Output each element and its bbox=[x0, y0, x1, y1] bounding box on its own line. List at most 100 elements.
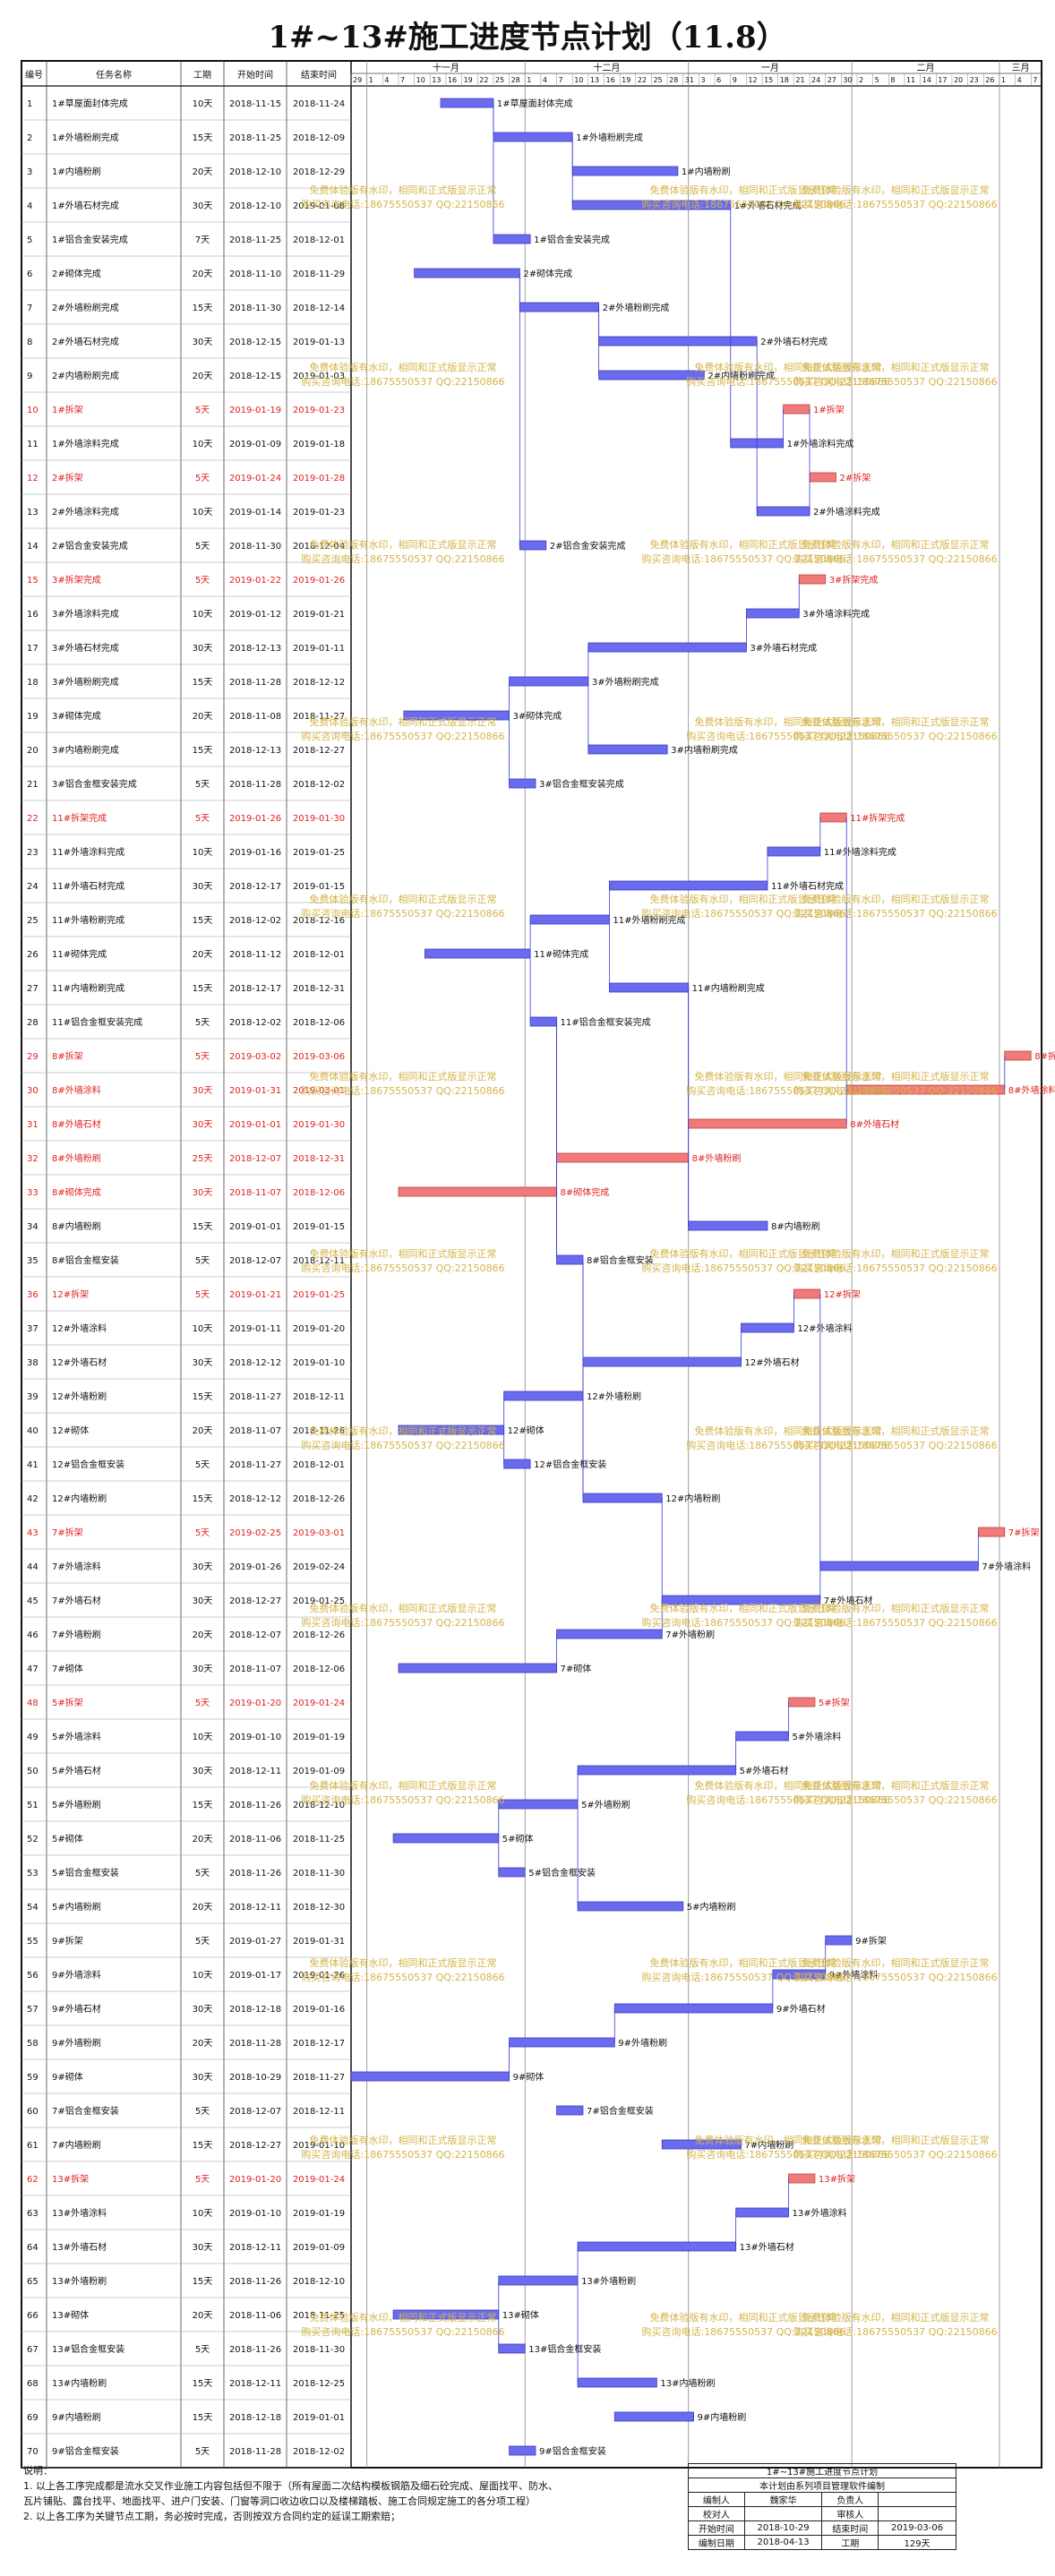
task-start: 2018-12-18 bbox=[229, 2005, 281, 2015]
task-duration: 10天 bbox=[193, 848, 213, 858]
bar-label: 5#铝合金框安装 bbox=[528, 1867, 596, 1879]
task-end: 2018-12-01 bbox=[293, 950, 345, 960]
task-duration: 5天 bbox=[195, 2345, 210, 2355]
task-duration: 30天 bbox=[193, 882, 213, 892]
watermark-line2: 购买咨询电话:18675550537 QQ:22150866 bbox=[301, 730, 504, 742]
task-duration: 20天 bbox=[193, 1426, 213, 1436]
watermark-line2: 购买咨询电话:18675550537 QQ:22150866 bbox=[793, 198, 997, 210]
gantt-bar bbox=[746, 608, 800, 619]
gantt-bar bbox=[977, 1527, 1006, 1537]
task-end: 2018-12-11 bbox=[293, 2107, 345, 2117]
task-start: 2018-11-28 bbox=[229, 678, 281, 688]
day-tick-label: 7 bbox=[400, 76, 405, 84]
day-tick-label: 17 bbox=[938, 76, 947, 84]
gantt-bar bbox=[503, 1391, 584, 1401]
gantt-bar bbox=[392, 1833, 500, 1844]
task-start: 2018-12-02 bbox=[229, 916, 281, 926]
task-id: 14 bbox=[27, 542, 39, 552]
task-duration: 5天 bbox=[195, 1869, 210, 1879]
watermark-line1: 免费体验版有水印，相同和正式版显示正常 bbox=[310, 1956, 497, 1969]
day-tick-label: 5 bbox=[875, 76, 879, 84]
gantt-bar bbox=[398, 1663, 557, 1673]
gantt-bar bbox=[582, 1356, 742, 1367]
task-start: 2018-11-06 bbox=[229, 2311, 281, 2321]
bar-label: 12#铝合金框安装 bbox=[534, 1459, 606, 1470]
watermark-line2: 购买咨询电话:18675550537 QQ:22150866 bbox=[793, 1971, 997, 1983]
task-name: 11#外墙涂料完成 bbox=[52, 846, 124, 858]
task-start: 2018-12-12 bbox=[229, 1358, 281, 1368]
day-tick-label: 13 bbox=[432, 76, 441, 84]
task-duration: 30天 bbox=[193, 2005, 213, 2015]
task-duration: 30天 bbox=[193, 1562, 213, 1572]
table-frame bbox=[21, 60, 1042, 2469]
watermark-line1: 免费体验版有水印，相同和正式版显示正常 bbox=[802, 1070, 990, 1083]
task-start: 2018-11-28 bbox=[229, 2039, 281, 2049]
bar-label: 1#外墙粉刷完成 bbox=[576, 132, 643, 143]
bar-label: 3#外墙涂料完成 bbox=[802, 608, 870, 620]
checker-label: 校对人 bbox=[688, 2506, 745, 2521]
bar-label: 1#铝合金安装完成 bbox=[534, 234, 610, 245]
bar-label: 12#内墙粉刷 bbox=[665, 1493, 720, 1504]
bar-label: 11#拆架完成 bbox=[850, 812, 905, 824]
task-start: 2018-12-12 bbox=[229, 1494, 281, 1504]
watermark-line2: 购买咨询电话:18675550537 QQ:22150866 bbox=[301, 552, 504, 565]
watermark-line2: 购买咨询电话:18675550537 QQ:22150866 bbox=[301, 1439, 504, 1451]
bar-label: 7#外墙石材 bbox=[824, 1595, 873, 1606]
task-start: 2018-11-28 bbox=[229, 2447, 281, 2457]
gantt-bar bbox=[440, 98, 494, 108]
gantt-bar bbox=[498, 1867, 526, 1878]
watermark-line2: 购买咨询电话:18675550537 QQ:22150866 bbox=[641, 1616, 845, 1629]
task-duration: 5天 bbox=[195, 1018, 210, 1028]
task-end: 2018-12-14 bbox=[293, 304, 345, 313]
task-duration: 20天 bbox=[193, 2311, 213, 2321]
day-tick-label: 27 bbox=[828, 76, 836, 84]
task-duration: 25天 bbox=[193, 1154, 213, 1164]
bar-label: 7#砌体 bbox=[561, 1664, 592, 1674]
task-duration: 10天 bbox=[193, 610, 213, 620]
task-start: 2018-12-10 bbox=[229, 167, 281, 177]
task-start: 2019-01-01 bbox=[229, 1222, 281, 1232]
task-end: 2019-03-06 bbox=[293, 1052, 345, 1062]
bar-label: 2#外墙石材完成 bbox=[760, 336, 828, 347]
day-tick-label: 4 bbox=[1017, 76, 1022, 84]
watermark-line1: 免费体验版有水印，相同和正式版显示正常 bbox=[310, 1602, 497, 1614]
task-end: 2019-01-09 bbox=[293, 2243, 345, 2253]
task-end: 2019-01-03 bbox=[293, 372, 345, 381]
task-name: 12#拆架 bbox=[52, 1288, 89, 1300]
task-duration: 15天 bbox=[193, 1801, 213, 1810]
task-id: 8 bbox=[27, 338, 32, 347]
day-tick-label: 11 bbox=[906, 76, 915, 84]
month-label: 十二月 bbox=[593, 62, 620, 73]
day-tick-label: 20 bbox=[954, 76, 963, 84]
gantt-bar bbox=[414, 268, 520, 278]
task-duration: 10天 bbox=[193, 440, 213, 449]
bar-label: 5#内墙粉刷 bbox=[687, 1901, 736, 1913]
task-duration: 5天 bbox=[195, 1528, 210, 1538]
watermark-line1: 免费体验版有水印，相同和正式版显示正常 bbox=[802, 2311, 990, 2324]
gantt-bar bbox=[688, 1118, 847, 1129]
task-id: 59 bbox=[27, 2073, 39, 2083]
watermark-line1: 免费体验版有水印，相同和正式版显示正常 bbox=[310, 2311, 497, 2324]
task-start: 2019-01-16 bbox=[229, 848, 281, 858]
task-duration: 5天 bbox=[195, 1460, 210, 1470]
gantt-bar bbox=[509, 676, 589, 687]
task-duration: 5天 bbox=[195, 2447, 210, 2457]
task-name: 13#外墙粉刷 bbox=[52, 2275, 107, 2287]
task-end: 2018-11-30 bbox=[293, 1869, 345, 1879]
task-end: 2018-12-01 bbox=[293, 1460, 345, 1470]
task-id: 61 bbox=[27, 2141, 39, 2151]
finish-value: 2019-03-06 bbox=[878, 2520, 956, 2536]
watermark-line1: 免费体验版有水印，相同和正式版显示正常 bbox=[310, 538, 497, 551]
gantt-bar bbox=[577, 1901, 684, 1912]
task-start: 2018-10-29 bbox=[229, 2073, 281, 2083]
task-id: 3 bbox=[27, 167, 32, 177]
task-duration: 5天 bbox=[195, 542, 210, 552]
gantt-bar bbox=[809, 472, 836, 483]
task-end: 2019-01-15 bbox=[293, 882, 345, 892]
bar-label: 8#拆架 bbox=[1034, 1050, 1055, 1062]
task-end: 2018-12-31 bbox=[293, 984, 345, 994]
task-id: 31 bbox=[27, 1120, 39, 1130]
task-end: 2018-12-26 bbox=[293, 1494, 345, 1504]
task-id: 60 bbox=[27, 2107, 39, 2117]
task-name: 7#外墙石材 bbox=[52, 1595, 101, 1606]
